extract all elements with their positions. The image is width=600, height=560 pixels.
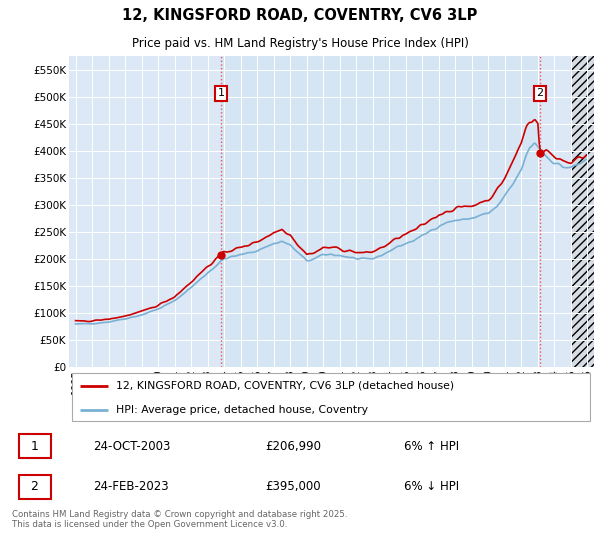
Text: 1: 1 [218,88,225,99]
Text: 12, KINGSFORD ROAD, COVENTRY, CV6 3LP: 12, KINGSFORD ROAD, COVENTRY, CV6 3LP [122,8,478,23]
Text: 6% ↑ HPI: 6% ↑ HPI [404,440,459,453]
Text: 12, KINGSFORD ROAD, COVENTRY, CV6 3LP (detached house): 12, KINGSFORD ROAD, COVENTRY, CV6 3LP (d… [116,381,454,391]
Text: £395,000: £395,000 [265,480,321,493]
Text: Contains HM Land Registry data © Crown copyright and database right 2025.
This d: Contains HM Land Registry data © Crown c… [12,510,347,529]
Text: 24-OCT-2003: 24-OCT-2003 [92,440,170,453]
Text: 1: 1 [31,440,38,453]
Text: 2: 2 [536,88,544,99]
Text: £206,990: £206,990 [265,440,322,453]
Text: Price paid vs. HM Land Registry's House Price Index (HPI): Price paid vs. HM Land Registry's House … [131,37,469,50]
FancyBboxPatch shape [71,374,590,421]
Bar [571,56,594,367]
FancyBboxPatch shape [19,434,50,459]
Text: HPI: Average price, detached house, Coventry: HPI: Average price, detached house, Cove… [116,405,368,415]
Text: 24-FEB-2023: 24-FEB-2023 [92,480,168,493]
Text: 6% ↓ HPI: 6% ↓ HPI [404,480,459,493]
Text: 2: 2 [31,480,38,493]
FancyBboxPatch shape [19,475,50,499]
Bar [221,56,540,367]
